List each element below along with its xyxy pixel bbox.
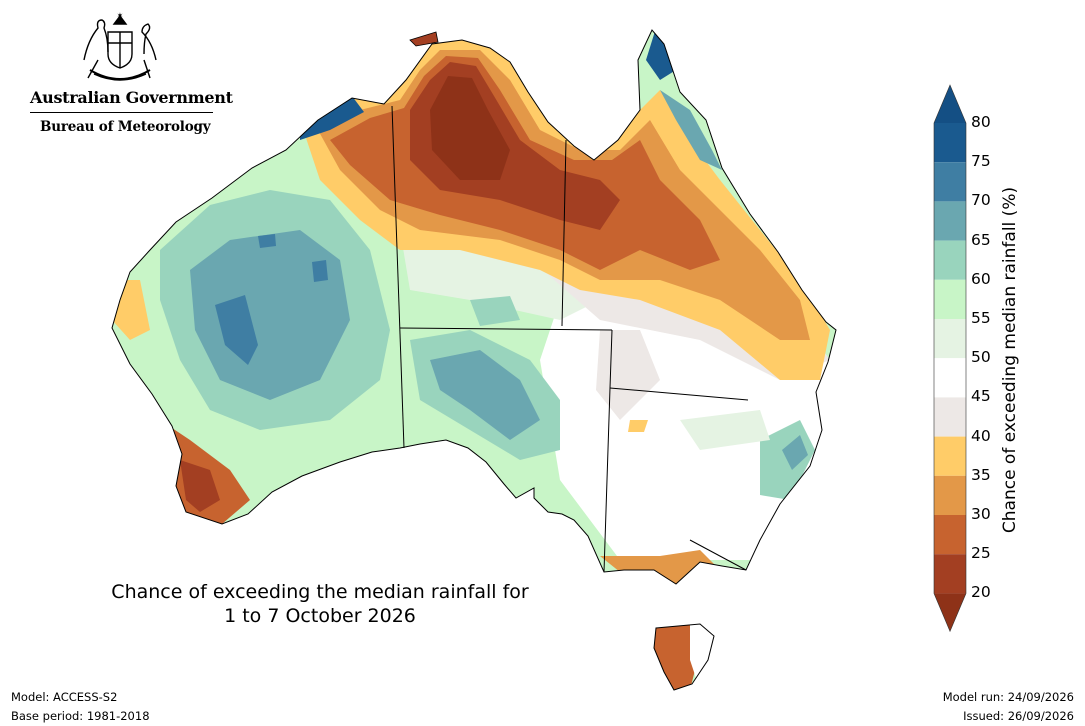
colorbar-tick-label: 65 xyxy=(971,230,991,249)
colorbar-tick-label: 20 xyxy=(971,583,991,602)
colorbar-bin xyxy=(934,554,966,594)
colorbar-bin xyxy=(934,162,966,202)
colorbar-bin xyxy=(934,240,966,280)
australia-rainfall-map xyxy=(111,29,837,691)
colorbar-tick-label: 60 xyxy=(971,269,991,288)
colorbar-tick-label: 40 xyxy=(971,426,991,445)
colorbar-tick-label: 35 xyxy=(971,465,991,484)
colorbar-over-arrow xyxy=(934,85,966,123)
colorbar-under-arrow xyxy=(934,593,966,632)
colorbar-tick-label: 25 xyxy=(971,544,991,563)
colorbar-bin xyxy=(934,123,966,163)
map-title: Chance of exceeding the median rainfall … xyxy=(70,580,570,628)
agency-name: Bureau of Meteorology xyxy=(40,119,211,135)
colorbar-bin xyxy=(934,279,966,319)
colorbar-tick-label: 70 xyxy=(971,191,991,210)
colorbar-tick-label: 80 xyxy=(971,113,991,131)
colorbar-bin xyxy=(934,436,966,476)
colorbar-label: Chance of exceeding median rainfall (%) xyxy=(1000,186,1020,534)
colorbar-tick-label: 55 xyxy=(971,309,991,327)
colorbar-bin xyxy=(934,358,966,398)
colorbar xyxy=(933,84,967,633)
colorbar-bin xyxy=(934,397,966,437)
colorbar-bin xyxy=(934,475,966,515)
header-divider xyxy=(30,112,213,113)
colorbar-outline xyxy=(933,84,967,633)
colorbar-tick-label: 45 xyxy=(971,387,991,406)
issue-date: Issued: 26/09/2026 xyxy=(963,709,1074,723)
colorbar-tick-label: 50 xyxy=(971,348,991,367)
model-run: Model run: 24/09/2026 xyxy=(942,690,1074,704)
map-title-line2: 1 to 7 October 2026 xyxy=(224,605,416,627)
government-name: Australian Government xyxy=(30,88,233,107)
base-period: Base period: 1981-2018 xyxy=(11,709,150,723)
svg-text:✶: ✶ xyxy=(117,11,124,20)
model-name: Model: ACCESS-S2 xyxy=(11,690,118,704)
map-title-line1: Chance of exceeding the median rainfall … xyxy=(111,581,529,603)
colorbar-tick-label: 30 xyxy=(971,505,991,523)
colorbar-bin xyxy=(934,515,966,555)
colorbar-bin xyxy=(934,201,966,241)
coat-of-arms-icon: ✶ xyxy=(83,11,157,81)
colorbar-tick-label: 75 xyxy=(971,152,991,171)
colorbar-bin xyxy=(934,319,966,359)
